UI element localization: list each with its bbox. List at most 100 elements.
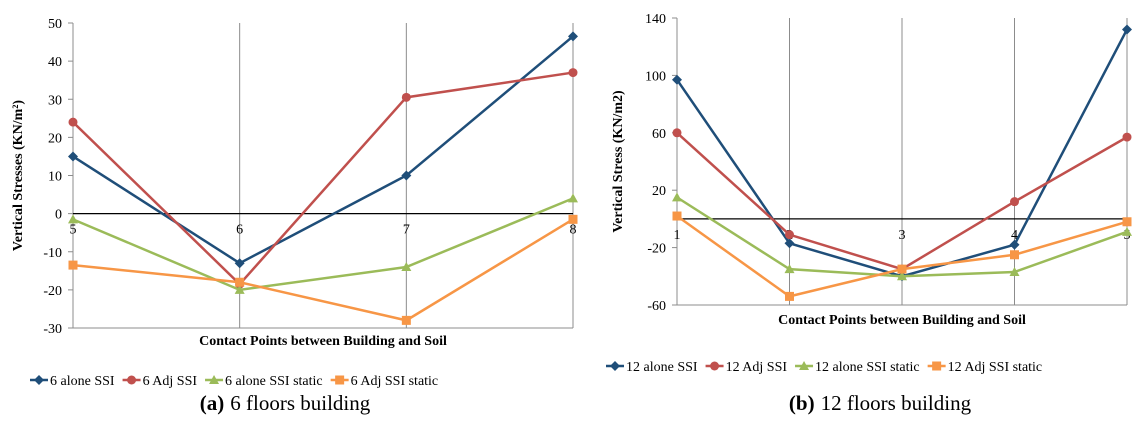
legend-marker xyxy=(932,361,942,371)
data-point xyxy=(785,230,794,240)
series-line xyxy=(72,218,574,322)
legend-marker xyxy=(34,375,44,385)
x-axis-title: Contact Points between Building and Soil xyxy=(778,313,1026,328)
legend-label: 12 alone SSI static xyxy=(815,360,920,375)
series-12-adj-ssi-static xyxy=(672,211,1132,301)
legend-label: 6 Adj SSI xyxy=(143,374,198,389)
data-point xyxy=(1010,197,1019,207)
series-12-alone-ssi-static xyxy=(672,192,1132,281)
legend-item: 6 Adj SSI static xyxy=(330,374,439,389)
legend-item: 12 alone SSI xyxy=(606,360,698,375)
y-tick-label: 60 xyxy=(652,127,666,142)
data-point xyxy=(401,92,411,102)
y-tick-label: -60 xyxy=(647,299,666,314)
y-tick-label: 40 xyxy=(48,55,62,70)
data-point xyxy=(1122,217,1132,227)
x-tick-label: 4 xyxy=(1011,228,1018,243)
legend-label: 6 alone SSI xyxy=(50,374,115,389)
legend-marker xyxy=(127,375,137,385)
data-point xyxy=(568,193,578,203)
legend-label: 6 alone SSI static xyxy=(225,374,323,389)
data-point xyxy=(672,74,682,85)
x-tick-label: 6 xyxy=(236,223,243,238)
series-line xyxy=(72,197,574,292)
y-tick-label: -10 xyxy=(43,246,62,261)
legend-item: 6 alone SSI static xyxy=(205,374,323,389)
x-axis-title: Contact Points between Building and Soil xyxy=(199,334,447,349)
legend-marker xyxy=(209,375,220,384)
y-tick-label: 0 xyxy=(55,208,62,223)
legend-marker xyxy=(710,361,720,371)
caption-label: (a) xyxy=(200,391,225,415)
data-point xyxy=(897,271,907,281)
y-tick-label: 100 xyxy=(645,69,666,84)
data-point xyxy=(401,262,412,271)
data-point xyxy=(897,264,907,274)
data-point xyxy=(68,214,78,224)
legend-label: 12 Adj SSI static xyxy=(948,360,1043,375)
series-6-adj-ssi-static xyxy=(68,214,578,325)
legend-item: 12 Adj SSI static xyxy=(927,360,1043,375)
x-tick-label: 5 xyxy=(70,223,77,238)
data-point xyxy=(672,192,682,202)
chart-2: -60-20206010014012345Vertical Stress (KN… xyxy=(606,12,1132,415)
series-6-alone-ssi-static xyxy=(68,193,578,294)
legend-item: 6 alone SSI xyxy=(30,374,115,389)
y-tick-label: -20 xyxy=(647,242,666,257)
legend-label: 12 alone SSI xyxy=(626,360,698,375)
data-point xyxy=(568,214,578,224)
y-tick-label: 20 xyxy=(652,184,666,199)
data-point xyxy=(68,260,78,270)
data-point xyxy=(234,284,245,294)
y-tick-label: -20 xyxy=(43,284,62,299)
data-point xyxy=(672,128,682,138)
legend-label: 12 Adj SSI xyxy=(726,360,788,375)
data-point xyxy=(68,117,78,127)
legend-item: 12 alone SSI static xyxy=(795,360,920,375)
series-line xyxy=(72,71,574,286)
data-point xyxy=(784,238,795,249)
data-point xyxy=(234,258,245,269)
chart-1: -30 -20 -10 0 10 20 30 40 50 5 6 7 8 Vertical Stresse… xyxy=(11,17,578,415)
caption-label: (b) xyxy=(789,391,815,415)
data-point xyxy=(1122,24,1132,35)
y-axis-title: Vertical Stresses (KN/m²) xyxy=(11,100,26,252)
x-tick-label: 7 xyxy=(403,223,410,238)
caption-text: 12 floors building xyxy=(821,391,972,415)
caption-text: 6 floors building xyxy=(230,391,370,415)
data-point xyxy=(1009,266,1020,276)
legend-marker xyxy=(610,361,620,371)
data-point xyxy=(1122,226,1132,236)
y-tick-label: 140 xyxy=(645,12,666,27)
data-point xyxy=(784,264,795,274)
data-point xyxy=(672,211,682,221)
y-axis-title: Vertical Stress (KN/m2) xyxy=(611,90,626,233)
x-tick-label: 8 xyxy=(570,223,577,238)
x-tick-label: 1 xyxy=(674,228,681,243)
y-tick-label: 50 xyxy=(48,17,62,32)
y-tick-label: 10 xyxy=(48,170,62,185)
series-line xyxy=(72,35,574,265)
data-point xyxy=(1122,132,1132,142)
y-tick-label: 20 xyxy=(48,131,62,146)
data-point xyxy=(568,31,578,42)
y-tick-label: 30 xyxy=(48,93,62,108)
legend-label: 6 Adj SSI static xyxy=(351,374,439,389)
legend: 12 alone SSI 12 Adj SSI 12 alone SSI stati… xyxy=(606,360,1042,375)
legend: 6 alone SSI 6 Adj SSI 6 alone SSI static 6 … xyxy=(30,374,438,389)
legend-marker xyxy=(335,375,345,385)
data-point xyxy=(1009,239,1020,250)
data-point xyxy=(68,151,78,162)
legend-item: 12 Adj SSI xyxy=(705,360,788,375)
figure-caption: (b) 12 floors building xyxy=(789,391,972,415)
series-6-alone-ssi xyxy=(68,31,578,269)
series-6-adj-ssi xyxy=(68,68,578,289)
legend-item: 6 Adj SSI xyxy=(122,374,198,389)
legend-marker xyxy=(799,361,810,370)
data-point xyxy=(401,315,411,325)
data-point xyxy=(235,277,245,287)
data-point xyxy=(785,291,794,301)
x-tick-label: 3 xyxy=(899,228,906,243)
